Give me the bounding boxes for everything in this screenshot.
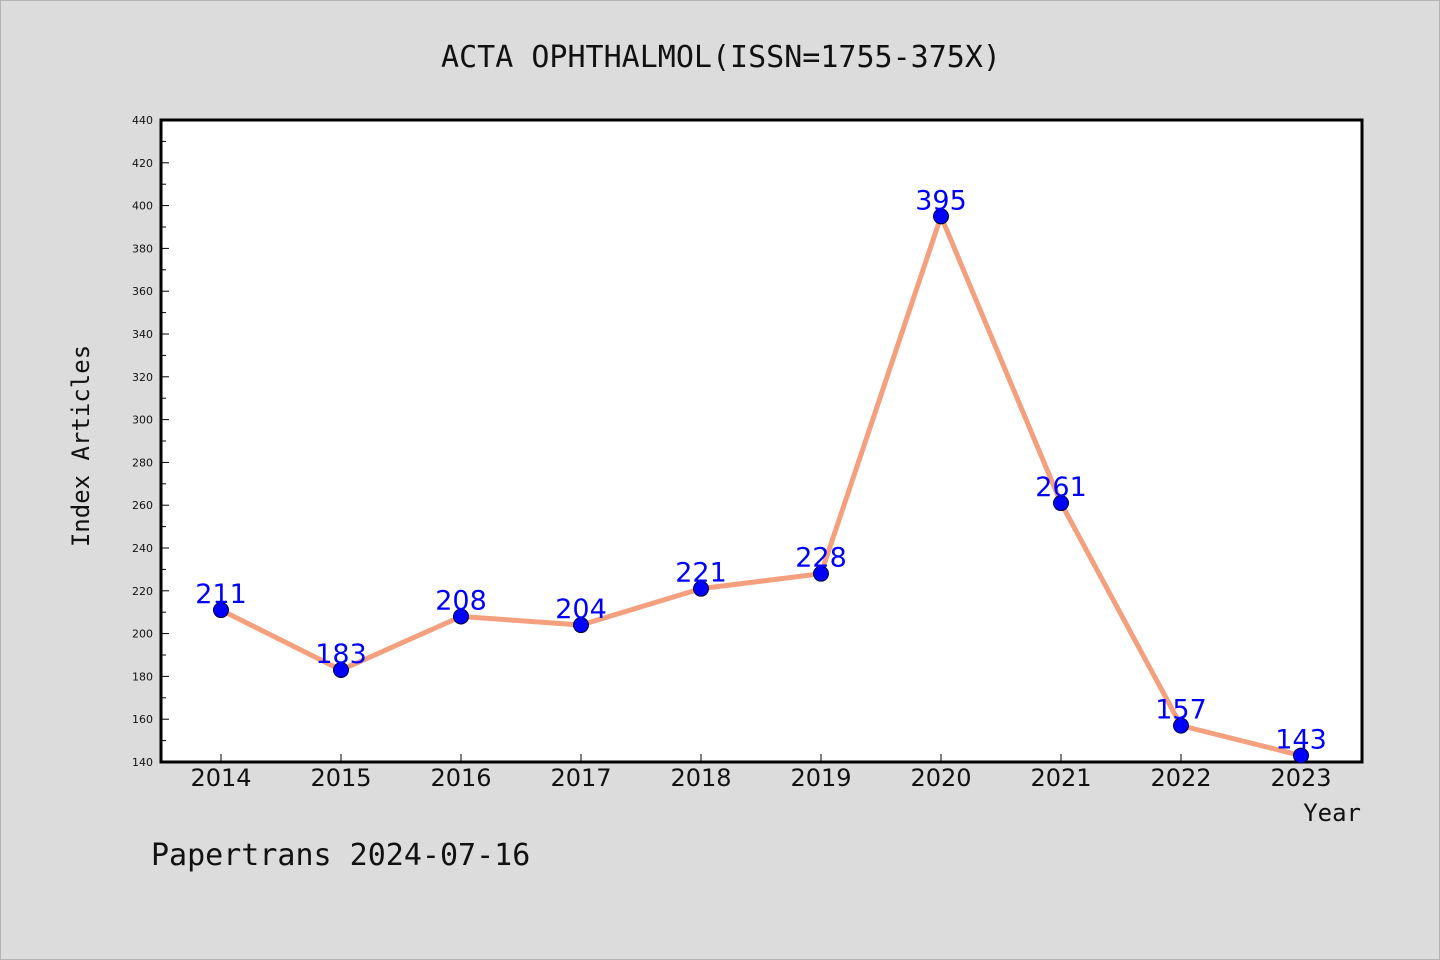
data-label: 228 (795, 543, 847, 574)
y-tick-label: 360 (132, 285, 153, 298)
x-tick-label: 2016 (430, 764, 491, 792)
x-tick-label: 2018 (670, 764, 731, 792)
x-tick-label: 2021 (1030, 764, 1091, 792)
data-point (453, 608, 469, 625)
y-tick-label: 340 (132, 328, 153, 341)
x-tick-label: 2022 (1150, 764, 1211, 792)
y-axis: 140 160 180 200 220 240 260 280 300 320 340 360 380 4… (132, 114, 169, 769)
data-point (213, 602, 229, 619)
data-labels: 211 183 208 204 221 228 395 261 157 143 (195, 185, 1327, 755)
x-tick-label: 2014 (190, 764, 251, 792)
y-tick-label: 140 (132, 756, 153, 769)
data-label: 211 (195, 579, 247, 610)
y-tick-label: 300 (132, 414, 153, 427)
series-index-articles (213, 208, 1309, 764)
x-tick-label: 2023 (1270, 764, 1331, 792)
plot-area (159, 118, 1364, 764)
data-label: 261 (1035, 472, 1087, 503)
x-axis-label: Year (1303, 799, 1361, 827)
y-tick-label: 180 (132, 670, 153, 683)
x-tick-label: 2020 (910, 764, 971, 792)
y-axis-label: Index Articles (67, 345, 95, 547)
y-tick-label: 260 (132, 499, 153, 512)
x-tick-label: 2019 (790, 764, 851, 792)
y-tick-label: 420 (132, 157, 153, 170)
data-label: 183 (315, 639, 367, 670)
footer-source: Papertrans 2024-07-16 (151, 838, 530, 873)
data-label: 204 (555, 594, 607, 625)
x-axis: 2014 2015 2016 2017 2018 2019 2020 2021 2022 2023 (190, 754, 1332, 792)
y-tick-label: 400 (132, 200, 153, 213)
chart-title: ACTA OPHTHALMOL(ISSN=1755-375X) (441, 40, 1001, 75)
data-point (1173, 717, 1189, 734)
data-label: 395 (915, 185, 967, 216)
series-line (218, 213, 1304, 759)
x-tick-label: 2017 (550, 764, 611, 792)
data-label: 143 (1275, 725, 1327, 756)
data-point (1053, 495, 1069, 512)
data-point (933, 208, 949, 225)
data-label: 208 (435, 585, 487, 616)
data-point (813, 565, 829, 582)
y-tick-label: 200 (132, 628, 153, 641)
data-label: 221 (675, 558, 727, 589)
y-tick-label: 160 (132, 713, 153, 726)
data-point (573, 617, 589, 634)
data-point (693, 580, 709, 597)
y-tick-label: 240 (132, 542, 153, 555)
x-tick-label: 2015 (310, 764, 371, 792)
y-tick-label: 220 (132, 585, 153, 598)
data-label: 157 (1155, 695, 1207, 726)
y-tick-label: 380 (132, 242, 153, 255)
y-tick-label: 280 (132, 456, 153, 469)
y-tick-label: 320 (132, 371, 153, 384)
y-tick-label: 440 (132, 114, 153, 127)
data-point (333, 661, 349, 678)
data-point (1293, 747, 1309, 764)
